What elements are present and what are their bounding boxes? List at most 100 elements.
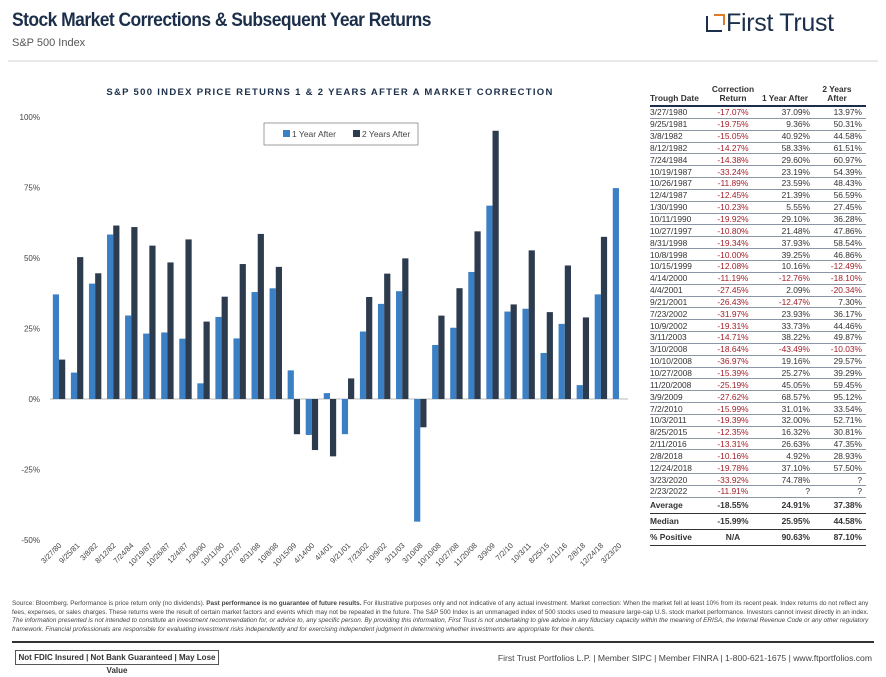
- bar-2yr: [203, 321, 210, 399]
- table-cell: 8/25/2015: [650, 427, 688, 438]
- table-cell: 32.00%: [781, 415, 810, 426]
- table-cell: -14.27%: [717, 142, 749, 153]
- table-cell: 10/27/1997: [650, 225, 692, 236]
- table-cell: 2.09%: [786, 285, 810, 296]
- table-cell: -15.99%: [717, 403, 749, 414]
- table-cell: 46.86%: [833, 249, 862, 260]
- table-cell: -20.34%: [830, 285, 862, 296]
- bar-1yr: [504, 311, 511, 399]
- table-cell: ?: [857, 486, 862, 497]
- bar-2yr: [492, 130, 499, 399]
- table-cell: 10/3/2011: [650, 415, 687, 426]
- table-cell: 23.93%: [781, 308, 810, 319]
- table-cell: 8/31/1998: [650, 237, 688, 248]
- table-cell: -13.31%: [717, 439, 749, 450]
- table-cell: 54.39%: [833, 166, 862, 177]
- table-cell: 47.86%: [833, 225, 862, 236]
- source-text-rest: For illustrative purposes only and not i…: [12, 600, 869, 616]
- bar-1yr: [486, 205, 493, 399]
- bar-1yr: [414, 399, 421, 522]
- table-cell: 44.46%: [833, 320, 862, 331]
- table-cell: 7/24/1984: [650, 154, 688, 165]
- table-cell: 60.97%: [833, 154, 862, 165]
- divider: [12, 641, 874, 643]
- divider: [8, 60, 878, 62]
- table-cell: 16.32%: [781, 427, 810, 438]
- table-cell: -19.78%: [717, 462, 749, 473]
- table-row: 3/27/1980 -17.07% 37.09% 13.97%: [650, 107, 866, 119]
- table-cell: 36.28%: [833, 214, 862, 225]
- table-row: 8/25/2015 -12.35% 16.32% 30.81%: [650, 427, 866, 439]
- table-cell: 11/20/2008: [650, 379, 692, 390]
- table-cell: -12.45%: [717, 190, 749, 201]
- summary-row: Median -15.99% 25.95% 44.58%: [650, 514, 866, 530]
- bar-1yr: [450, 327, 457, 399]
- table-cell: -10.80%: [717, 225, 749, 236]
- bar-1yr: [359, 331, 367, 399]
- table-row: 10/27/2008 -15.39% 25.27% 39.29%: [650, 368, 866, 380]
- table-cell: -33.24%: [717, 166, 749, 177]
- table-cell: 3/27/1980: [650, 107, 688, 118]
- table-cell: -36.97%: [717, 356, 749, 367]
- table-cell: 10/8/1998: [650, 249, 688, 260]
- table-cell: 25.27%: [781, 367, 810, 378]
- bar-1yr: [558, 323, 565, 399]
- table-cell: 13.97%: [833, 107, 862, 118]
- table-cell: -14.71%: [717, 332, 749, 343]
- chart-title: S&P 500 INDEX PRICE RETURNS 1 & 2 YEARS …: [106, 87, 553, 98]
- table-cell: -43.49%: [778, 344, 810, 355]
- table-cell: -10.16%: [717, 450, 749, 461]
- table-cell: 29.60%: [781, 154, 810, 165]
- table-cell: -12.08%: [717, 261, 749, 272]
- table-row: 7/23/2002 -31.97% 23.93% 36.17%: [650, 308, 866, 321]
- bar-chart: S&P 500 INDEX PRICE RETURNS 1 & 2 YEARS …: [20, 87, 628, 568]
- bar-2yr: [311, 399, 319, 451]
- table-cell: 21.39%: [781, 190, 810, 201]
- table-cell: 7.30%: [838, 296, 862, 307]
- table-header: Trough Date Correction Return 1 Year After…: [650, 82, 866, 107]
- bar-1yr: [396, 291, 403, 399]
- bar-1yr: [215, 316, 222, 399]
- table-cell: -19.31%: [717, 320, 749, 331]
- table-cell: 26.63%: [781, 439, 810, 450]
- bar-2yr: [600, 236, 608, 399]
- table-cell: 5.55%: [786, 202, 810, 213]
- table-cell: 30.81%: [833, 427, 862, 438]
- bar-1yr: [179, 338, 186, 399]
- table-cell: 10/19/1987: [650, 166, 692, 177]
- table-cell: 7/2/2010: [650, 403, 683, 414]
- y-tick-label: 25%: [24, 325, 40, 334]
- table-row: 4/4/2001 -27.45% 2.09% -20.34%: [650, 285, 866, 297]
- bar-2yr: [474, 231, 481, 399]
- table-cell: 12/4/1987: [650, 190, 688, 201]
- table-cell: 56.59%: [833, 190, 862, 201]
- table-cell: Correction Return: [711, 84, 755, 103]
- table-cell: -11.89%: [717, 178, 749, 189]
- legend-label: 2 Years After: [362, 129, 410, 139]
- table-cell: 74.78%: [781, 474, 810, 485]
- table-row: 1/30/1990 -10.23% 5.55% 27.45%: [650, 202, 866, 214]
- bar-2yr: [510, 304, 517, 399]
- table-cell: 28.93%: [833, 450, 862, 461]
- table-cell: 10/10/2008: [650, 356, 692, 367]
- table-cell: 3/9/2009: [650, 391, 683, 402]
- y-tick-label: -25%: [21, 466, 40, 475]
- table-cell: -12.76%: [778, 273, 810, 284]
- table-row: 3/11/2003 -14.71% 38.22% 49.87%: [650, 332, 866, 344]
- table-cell: -19.92%: [717, 214, 749, 225]
- table-cell: 3/10/2008: [650, 344, 688, 355]
- bar-1yr: [576, 385, 583, 399]
- table-cell: 37.09%: [781, 107, 810, 118]
- table-cell: -33.92%: [717, 474, 749, 485]
- bar-2yr: [546, 312, 553, 399]
- table-cell: -31.97%: [717, 308, 749, 319]
- table-cell: 47.35%: [833, 439, 862, 450]
- corrections-table: Trough Date Correction Return 1 Year After…: [650, 82, 866, 546]
- bar-2yr: [239, 264, 246, 399]
- bar-1yr: [197, 383, 204, 399]
- table-row: 10/9/2002 -19.31% 33.73% 44.46%: [650, 320, 866, 333]
- table-row: 10/3/2011 -19.39% 32.00% 52.71%: [650, 415, 866, 427]
- table-row: 3/23/2020 -33.92% 74.78%?: [650, 474, 866, 486]
- table-cell: -18.10%: [830, 273, 862, 284]
- table-cell: 48.43%: [833, 178, 862, 189]
